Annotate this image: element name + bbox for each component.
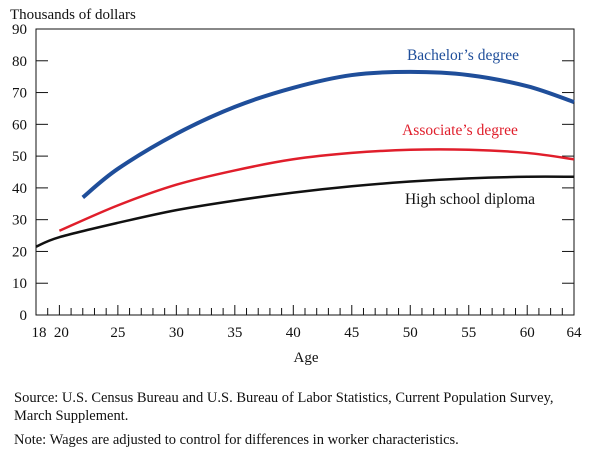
x-tick-label: 35: [227, 325, 242, 341]
source-note: Source: U.S. Census Bureau and U.S. Bure…: [14, 390, 554, 424]
series-lines: [35, 69, 575, 248]
y-tick-label: 20: [12, 244, 27, 260]
y-tick-label: 10: [12, 276, 27, 292]
x-tick-label: 30: [169, 325, 184, 341]
x-tick-label: 45: [344, 325, 359, 341]
y-tick-label: 0: [20, 308, 28, 324]
y-tick-label: 90: [12, 22, 27, 38]
series-labels: Bachelor’s degree Associate’s degree High …: [402, 47, 535, 208]
series-label-3: High school diploma: [405, 191, 535, 208]
y-tick-label: 60: [12, 117, 27, 133]
series-line-1: [81, 69, 575, 199]
x-tick-label: 40: [286, 325, 301, 341]
x-tick-label: 18: [32, 325, 47, 341]
y-tick-label: 40: [12, 181, 27, 197]
ticks: 0 10 20 30 40 50 60 70 80 90 18 20 25 30 35 40 45 50 55 60 6…: [12, 22, 582, 341]
y-axis-title: Thousands of dollars: [10, 7, 136, 23]
earnings-by-age-chart: 0 10 20 30 40 50 60 70 80 90 18 20 25 30 35 40 45 50 55 60 6…: [10, 7, 582, 366]
y-tick-label: 30: [12, 213, 27, 229]
series-label-1: Bachelor’s degree: [407, 47, 519, 64]
y-tick-label: 70: [12, 86, 27, 102]
adjustment-note: Note: Wages are adjusted to control for …: [14, 432, 459, 448]
x-tick-label: 50: [403, 325, 418, 341]
x-tick-label: 25: [110, 325, 125, 341]
x-tick-label: 64: [567, 325, 583, 341]
x-tick-label: 55: [461, 325, 476, 341]
series-line-2: [58, 148, 575, 232]
x-tick-label: 20: [54, 325, 69, 341]
x-tick-label: 60: [520, 325, 535, 341]
x-axis-title: Age: [294, 350, 319, 366]
y-tick-label: 80: [12, 54, 27, 70]
series-line-3: [35, 175, 575, 248]
y-tick-label: 50: [12, 149, 27, 165]
series-label-2: Associate’s degree: [402, 122, 518, 139]
